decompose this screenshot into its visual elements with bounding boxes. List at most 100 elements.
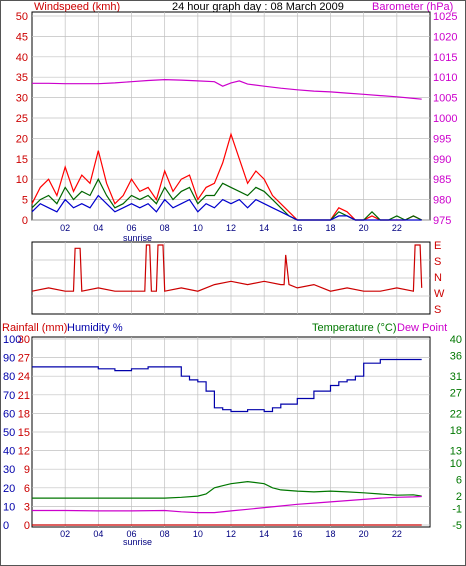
wind-tick-label: 10 [16,174,28,186]
wind-tick-label: 50 [16,11,28,23]
sunrise-label-bottom: sunrise [123,537,152,547]
climate-x-tick-label: 10 [193,529,203,539]
wind-x-tick-label: 04 [93,223,103,233]
temperature-tick-label: 27 [450,388,462,400]
rain-tick-label: 0 [24,520,30,532]
compass-n: N [434,272,442,284]
climate-x-tick-label: 14 [259,529,269,539]
wind-x-tick-label: 20 [359,223,369,233]
rain-tick-label: 12 [18,446,30,458]
climate-x-tick-label: 04 [93,529,103,539]
climate-x-tick-label: 20 [359,529,369,539]
barometer-label: Barometer (hPa) [372,1,453,13]
humidity-tick-label: 100 [3,334,21,346]
climate-x-ticks: 02 04 06 08 10 12 14 16 18 20 22 [60,529,402,539]
baro-tick-label: 1025 [433,11,457,23]
baro-tick-label: 1005 [433,93,457,105]
wind-x-ticks: 02 04 06 08 10 12 14 16 18 20 22 [60,223,402,233]
temperature-tick-label: 22 [450,408,462,420]
humidity-ticks: 0 10 20 30 40 50 60 70 80 90 100 [3,334,21,532]
temperature-tick-label: 18 [450,425,462,437]
climate-series-line [32,480,422,499]
humidity-tick-label: 90 [3,353,15,365]
climate-x-tick-label: 22 [392,529,402,539]
graph-title: 24 hour graph day : 08 March 2009 [172,1,344,13]
dewpoint-label: Dew Point [397,322,447,334]
humidity-tick-label: 20 [3,483,15,495]
baro-tick-label: 995 [433,133,451,145]
temperature-tick-label: 10 [450,458,462,470]
direction-series-line [31,244,423,292]
climate-series [32,358,422,526]
climate-x-tick-label: 16 [292,529,302,539]
climate-series-line [32,358,422,413]
humidity-tick-label: 10 [3,501,15,513]
wind-tick-label: 40 [16,52,28,64]
climate-series-line [32,495,422,514]
temperature-tick-label: 13 [450,446,462,458]
wind-series-line [31,194,422,221]
wind-left-ticks: 0 5 10 15 20 25 30 35 40 45 50 [16,11,28,227]
baro-tick-label: 1020 [433,31,457,43]
rain-tick-label: 24 [18,371,30,383]
direction-labels: E S N W S [434,240,445,316]
direction-panel: E S N W S [31,240,445,316]
wind-tick-label: 45 [16,31,28,43]
climate-x-tick-label: 18 [325,529,335,539]
wind-tick-label: 35 [16,72,28,84]
rain-tick-label: 18 [18,408,30,420]
rain-tick-label: 9 [24,464,30,476]
compass-e: E [434,240,441,252]
climate-grid [32,337,430,527]
wind-x-tick-label: 16 [292,223,302,233]
direction-grid [32,242,430,314]
rain-tick-label: 27 [18,353,30,365]
rainfall-label: Rainfall (mm) [2,322,67,334]
climate-x-tick-label: 06 [126,529,136,539]
baro-tick-label: 1015 [433,52,457,64]
climate-x-tick-label: 02 [60,529,70,539]
temperature-tick-label: 6 [456,475,462,487]
compass-s2: S [434,304,441,316]
temperature-tick-label: 31 [450,371,462,383]
temperature-tick-label: 40 [450,334,462,346]
wind-series-line [32,78,422,100]
baro-tick-label: 985 [433,174,451,186]
temperature-tick-label: -1 [452,503,462,515]
humidity-tick-label: 40 [3,446,15,458]
rain-tick-label: 15 [18,427,30,439]
baro-tick-label: 975 [433,215,451,227]
humidity-tick-label: 60 [3,408,15,420]
wind-x-tick-label: 08 [160,223,170,233]
wind-series [31,78,422,221]
humidity-tick-label: 30 [3,464,15,476]
humidity-tick-label: 50 [3,427,15,439]
humidity-tick-label: 0 [3,520,9,532]
compass-s: S [434,256,441,268]
temperature-tick-label: 2 [456,491,462,503]
wind-x-tick-label: 14 [259,223,269,233]
wind-tick-label: 5 [22,195,28,207]
humidity-label: Humidity % [67,322,123,334]
rain-ticks: 0 3 6 9 12 15 18 21 24 27 30 [18,334,30,532]
wind-x-tick-label: 18 [325,223,335,233]
wind-tick-label: 25 [16,113,28,125]
compass-w: W [434,288,445,300]
temperature-label: Temperature (°C) [312,322,396,334]
sunrise-label-top: sunrise [123,233,152,243]
rain-tick-label: 30 [18,334,30,346]
temperature-tick-label: 36 [450,351,462,363]
wind-x-tick-label: 02 [60,223,70,233]
climate-x-tick-label: 12 [226,529,236,539]
humidity-tick-label: 80 [3,371,15,383]
baro-tick-label: 1000 [433,113,457,125]
wind-x-tick-label: 06 [126,223,136,233]
wind-x-tick-label: 10 [193,223,203,233]
baro-tick-label: 980 [433,195,451,207]
wind-tick-label: 20 [16,133,28,145]
wind-x-tick-label: 12 [226,223,236,233]
humidity-tick-label: 70 [3,390,15,402]
